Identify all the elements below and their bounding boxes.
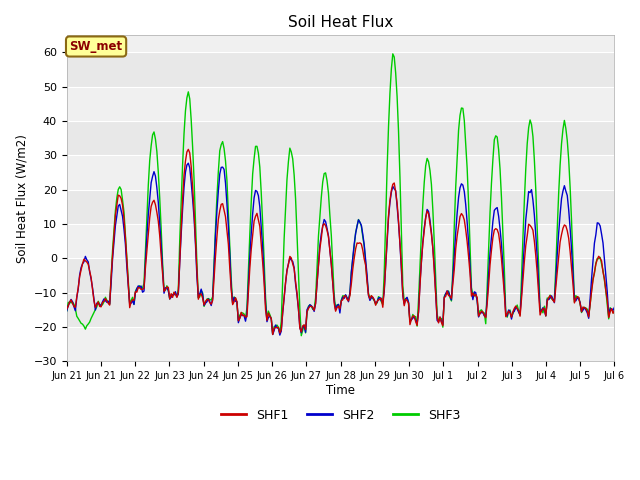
Legend: SHF1, SHF2, SHF3: SHF1, SHF2, SHF3: [216, 404, 465, 427]
Y-axis label: Soil Heat Flux (W/m2): Soil Heat Flux (W/m2): [15, 134, 28, 263]
Bar: [67, 36, 614, 52]
Bar: [67, 224, 614, 258]
Text: SW_met: SW_met: [70, 40, 123, 53]
Bar: [67, 156, 614, 190]
Title: Soil Heat Flux: Soil Heat Flux: [288, 15, 394, 30]
Bar: [67, 87, 614, 121]
Bar: [67, 327, 614, 361]
X-axis label: Time: Time: [326, 384, 355, 396]
